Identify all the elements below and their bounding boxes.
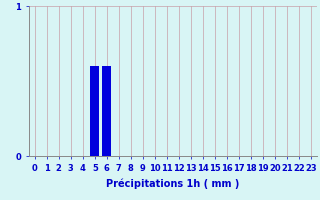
Bar	[102, 66, 111, 156]
X-axis label: Précipitations 1h ( mm ): Précipitations 1h ( mm )	[106, 178, 239, 189]
Bar	[90, 66, 99, 156]
